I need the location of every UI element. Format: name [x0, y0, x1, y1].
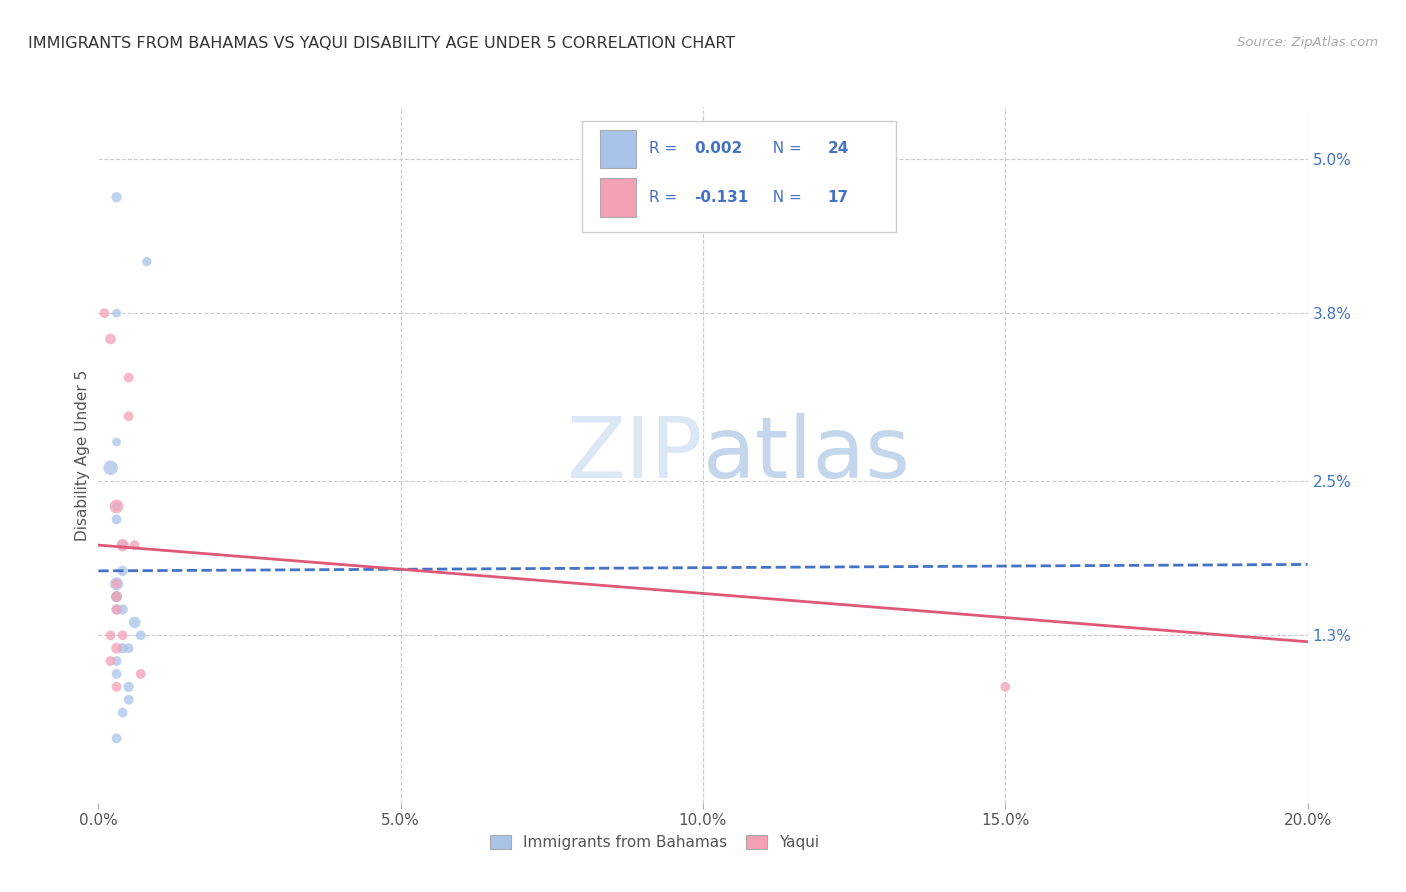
FancyBboxPatch shape: [600, 129, 637, 168]
Point: [118, 409, 141, 424]
Point: [105, 576, 128, 591]
Point: [111, 706, 134, 720]
Y-axis label: Disability Age Under 5: Disability Age Under 5: [75, 369, 90, 541]
Text: N =: N =: [763, 141, 807, 156]
Point: [105, 590, 128, 604]
Text: 17: 17: [828, 190, 849, 205]
Point: [105, 576, 128, 591]
Point: [111, 628, 134, 642]
FancyBboxPatch shape: [600, 178, 637, 217]
Point: [105, 590, 128, 604]
Text: R =: R =: [648, 190, 682, 205]
Point: [111, 564, 134, 578]
Point: [118, 680, 141, 694]
Point: [118, 370, 141, 384]
Point: [105, 667, 128, 681]
Text: Source: ZipAtlas.com: Source: ZipAtlas.com: [1237, 36, 1378, 49]
Point: [105, 190, 128, 204]
Point: [105, 500, 128, 514]
Point: [100, 332, 122, 346]
Point: [111, 538, 134, 552]
Point: [105, 500, 128, 514]
Text: 0.002: 0.002: [695, 141, 742, 156]
Text: 24: 24: [828, 141, 849, 156]
Point: [105, 680, 128, 694]
Point: [93, 306, 115, 320]
Text: ZIP: ZIP: [567, 413, 703, 497]
Point: [118, 641, 141, 656]
Text: R =: R =: [648, 141, 682, 156]
Point: [135, 254, 157, 268]
Point: [100, 628, 122, 642]
Point: [105, 602, 128, 616]
Point: [124, 538, 146, 552]
Point: [100, 654, 122, 668]
Point: [100, 460, 122, 475]
Point: [111, 602, 134, 616]
Point: [994, 680, 1017, 694]
Point: [129, 628, 152, 642]
Point: [105, 641, 128, 656]
Point: [105, 731, 128, 746]
Point: [105, 512, 128, 526]
Point: [111, 538, 134, 552]
Text: IMMIGRANTS FROM BAHAMAS VS YAQUI DISABILITY AGE UNDER 5 CORRELATION CHART: IMMIGRANTS FROM BAHAMAS VS YAQUI DISABIL…: [28, 36, 735, 51]
Point: [111, 641, 134, 656]
Point: [118, 692, 141, 706]
Point: [124, 615, 146, 630]
Text: -0.131: -0.131: [695, 190, 749, 205]
Point: [105, 654, 128, 668]
Legend: Immigrants from Bahamas, Yaqui: Immigrants from Bahamas, Yaqui: [482, 828, 827, 858]
Point: [105, 435, 128, 450]
Point: [129, 667, 152, 681]
Point: [105, 306, 128, 320]
Point: [105, 590, 128, 604]
FancyBboxPatch shape: [582, 121, 897, 232]
Point: [105, 602, 128, 616]
Text: N =: N =: [763, 190, 807, 205]
Text: atlas: atlas: [703, 413, 911, 497]
